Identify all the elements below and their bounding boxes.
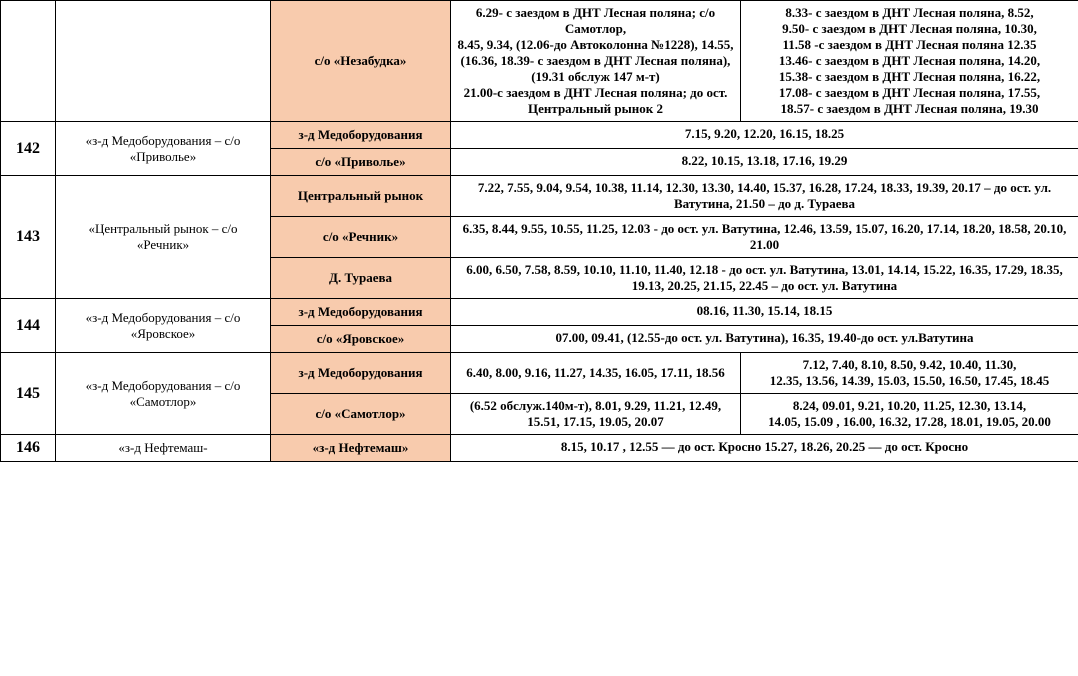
stop-name: с/о «Речник» xyxy=(271,217,451,258)
schedule-table: с/о «Незабудка»6.29- с заездом в ДНТ Лес… xyxy=(0,0,1078,462)
stop-name: с/о «Яровское» xyxy=(271,326,451,353)
route-number: 145 xyxy=(1,353,56,435)
schedule-times: 8.22, 10.15, 13.18, 17.16, 19.29 xyxy=(451,149,1078,176)
schedule-row: с/о «Незабудка»6.29- с заездом в ДНТ Лес… xyxy=(1,1,1078,122)
stop-name: Центральный рынок xyxy=(271,176,451,217)
schedule-row: 145«з-д Медоборудования – с/о «Самотлор»… xyxy=(1,353,1078,394)
stop-name: с/о «Самотлор» xyxy=(271,394,451,435)
stop-name: «з-д Нефтемаш» xyxy=(271,435,451,462)
stop-name: з-д Медоборудования xyxy=(271,299,451,326)
route-number: 143 xyxy=(1,176,56,299)
schedule-row: 143«Центральный рынок – с/о «Речник»Цент… xyxy=(1,176,1078,217)
stop-name: з-д Медоборудования xyxy=(271,353,451,394)
stop-name: с/о «Приволье» xyxy=(271,149,451,176)
schedule-times: 07.00, 09.41, (12.55-до ост. ул. Ватутин… xyxy=(451,326,1078,353)
schedule-times: 6.00, 6.50, 7.58, 8.59, 10.10, 11.10, 11… xyxy=(451,258,1078,299)
stop-name: з-д Медоборудования xyxy=(271,122,451,149)
schedule-times-col1: 6.29- с заездом в ДНТ Лесная поляна; с/о… xyxy=(451,1,741,122)
route-number xyxy=(1,1,56,122)
route-number: 146 xyxy=(1,435,56,462)
route-description: «з-д Медоборудования – с/о «Приволье» xyxy=(56,122,271,176)
schedule-times: 08.16, 11.30, 15.14, 18.15 xyxy=(451,299,1078,326)
schedule-row: 146«з-д Нефтемаш-«з-д Нефтемаш»8.15, 10.… xyxy=(1,435,1078,462)
stop-name: с/о «Незабудка» xyxy=(271,1,451,122)
route-description: «Центральный рынок – с/о «Речник» xyxy=(56,176,271,299)
schedule-times-col2: 8.24, 09.01, 9.21, 10.20, 11.25, 12.30, … xyxy=(741,394,1078,435)
schedule-row: 142«з-д Медоборудования – с/о «Приволье»… xyxy=(1,122,1078,149)
stop-name: Д. Тураева xyxy=(271,258,451,299)
schedule-times-col1: 6.40, 8.00, 9.16, 11.27, 14.35, 16.05, 1… xyxy=(451,353,741,394)
route-number: 144 xyxy=(1,299,56,353)
route-description: «з-д Медоборудования – с/о «Самотлор» xyxy=(56,353,271,435)
route-description xyxy=(56,1,271,122)
route-description: «з-д Нефтемаш- xyxy=(56,435,271,462)
schedule-times: 6.35, 8.44, 9.55, 10.55, 11.25, 12.03 - … xyxy=(451,217,1078,258)
route-description: «з-д Медоборудования – с/о «Яровское» xyxy=(56,299,271,353)
schedule-times: 7.15, 9.20, 12.20, 16.15, 18.25 xyxy=(451,122,1078,149)
route-number: 142 xyxy=(1,122,56,176)
schedule-times-col1: (6.52 обслуж.140м-т), 8.01, 9.29, 11.21,… xyxy=(451,394,741,435)
schedule-times-col2: 7.12, 7.40, 8.10, 8.50, 9.42, 10.40, 11.… xyxy=(741,353,1078,394)
schedule-times: 8.15, 10.17 , 12.55 –– до ост. Кросно 15… xyxy=(451,435,1078,462)
schedule-row: 144«з-д Медоборудования – с/о «Яровское»… xyxy=(1,299,1078,326)
schedule-times-col2: 8.33- с заездом в ДНТ Лесная поляна, 8.5… xyxy=(741,1,1078,122)
schedule-times: 7.22, 7.55, 9.04, 9.54, 10.38, 11.14, 12… xyxy=(451,176,1078,217)
